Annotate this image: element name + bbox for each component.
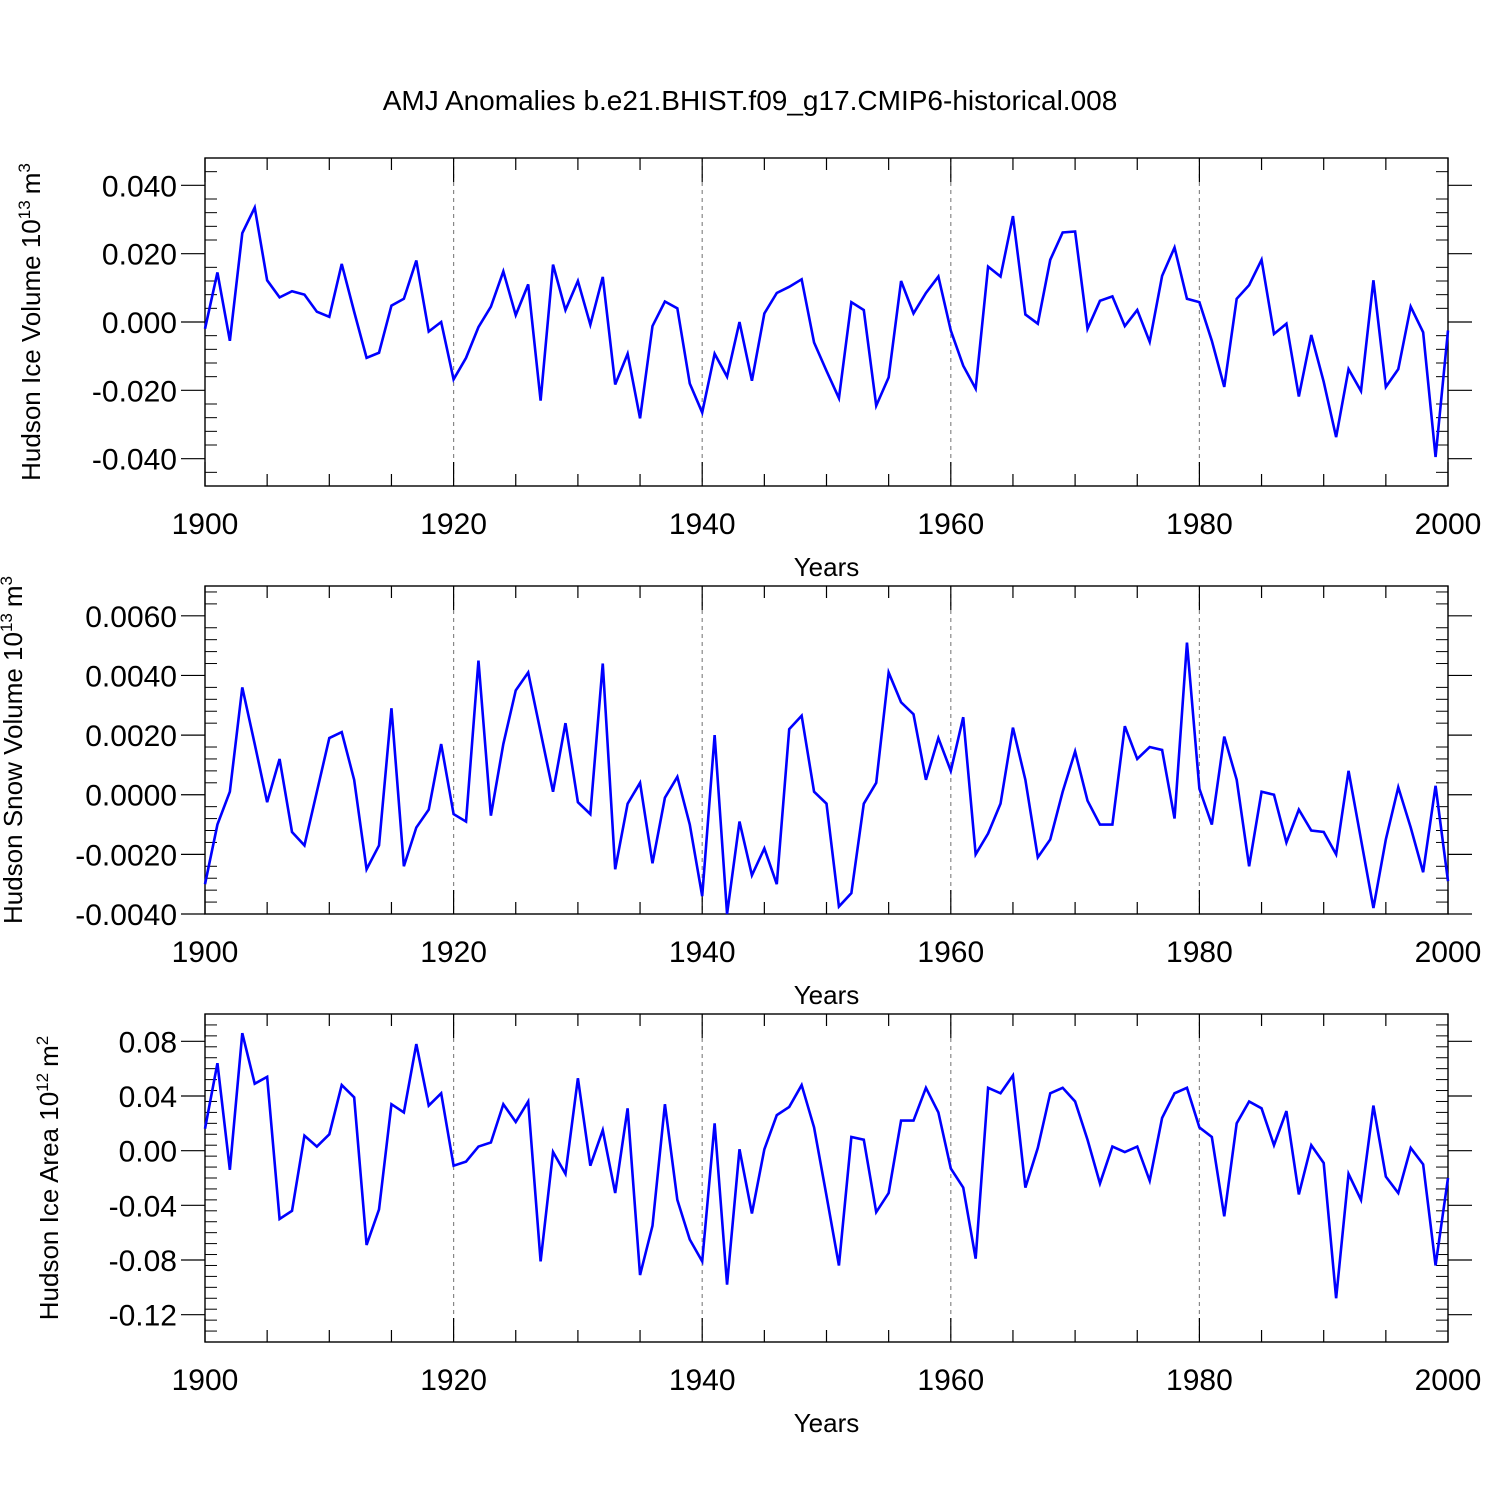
series-line-snow-volume [203,642,1450,915]
y-tick-label: 0.08 [119,1026,177,1059]
chart-title: AMJ Anomalies b.e21.BHIST.f09_g17.CMIP6-… [383,85,1118,116]
x-tick-label: 1920 [420,936,487,969]
y-tick-label: 0.000 [102,307,177,340]
y-tick-label: 0.020 [102,239,177,272]
x-tick-label: 2000 [1415,508,1482,541]
y-tick-label: 0.00 [119,1136,177,1169]
x-tick-label: 1920 [420,508,487,541]
y-tick-label: -0.040 [92,444,177,477]
y-axis-title-exponent: 13 [0,613,16,632]
x-tick-label: 1900 [172,936,239,969]
panel-ice-volume: -0.040 -0.020 0.000 0.020 0.040 1900 1920 1940 1… [15,157,1482,582]
y-tick-label: -0.0040 [75,899,177,932]
y-tick-label: 0.0060 [85,601,177,634]
y-axis-title-unit-exponent: 3 [15,163,34,172]
y-axis-title-unit: m [34,1045,64,1067]
x-tick-label: 1940 [669,1364,736,1397]
x-tick-label: 1900 [172,508,239,541]
x-axis-title: Years [794,552,860,582]
x-tick-label: 1980 [1166,936,1233,969]
y-axis-title-exponent: 12 [33,1073,52,1092]
y-tick-label: 0.04 [119,1081,177,1114]
y-tick-label: 0.0000 [85,780,177,813]
x-tick-label: 2000 [1415,936,1482,969]
x-tick-label: 1900 [172,1364,239,1397]
series-line-ice-volume [203,203,1450,458]
y-axis-title-unit-exponent: 3 [0,576,16,585]
y-axis-title-main: Hudson Ice Area 10 [34,1092,64,1320]
y-tick-label: -0.020 [92,375,177,408]
y-axis-title-main: Hudson Ice Volume 10 [16,219,46,481]
y-axis-title-main: Hudson Snow Volume 10 [0,632,28,924]
series-line-ice-area [203,1032,1450,1299]
panel-snow-volume: -0.0040 -0.0020 0.0000 0.0020 0.0040 0.0060 19… [0,576,1481,1010]
y-axis-title-unit: m [0,585,28,607]
y-tick-label: 0.0020 [85,720,177,753]
y-axis-title: Hudson Ice Area 1012 m2 [33,1036,64,1320]
y-tick-label: -0.0020 [75,839,177,872]
y-tick-label: 0.0040 [85,660,177,693]
x-tick-label: 1960 [917,1364,984,1397]
x-tick-label: 1960 [917,508,984,541]
y-tick-label: -0.08 [109,1245,177,1278]
y-tick-label: -0.04 [109,1190,177,1223]
panel-ice-area: -0.12 -0.08 -0.04 0.00 0.04 0.08 1900 1920 1940 1… [33,1013,1482,1438]
x-axis-title: Years [794,1408,860,1438]
y-axis-title-unit-exponent: 2 [33,1036,52,1045]
panels: -0.040 -0.020 0.000 0.020 0.040 1900 1920 1940 1… [0,157,1482,1438]
x-tick-label: 1980 [1166,508,1233,541]
y-axis-title-unit: m [16,173,46,195]
x-axis-title: Years [794,980,860,1010]
y-tick-label: -0.12 [109,1300,177,1333]
y-axis-title: Hudson Ice Volume 1013 m3 [15,163,46,481]
x-tick-label: 1980 [1166,1364,1233,1397]
x-tick-label: 1940 [669,936,736,969]
x-tick-label: 2000 [1415,1364,1482,1397]
y-axis-title: Hudson Snow Volume 1013 m3 [0,576,28,924]
x-tick-label: 1940 [669,508,736,541]
y-axis-title-exponent: 13 [15,200,34,219]
x-tick-label: 1960 [917,936,984,969]
x-tick-label: 1920 [420,1364,487,1397]
y-tick-label: 0.040 [102,170,177,203]
